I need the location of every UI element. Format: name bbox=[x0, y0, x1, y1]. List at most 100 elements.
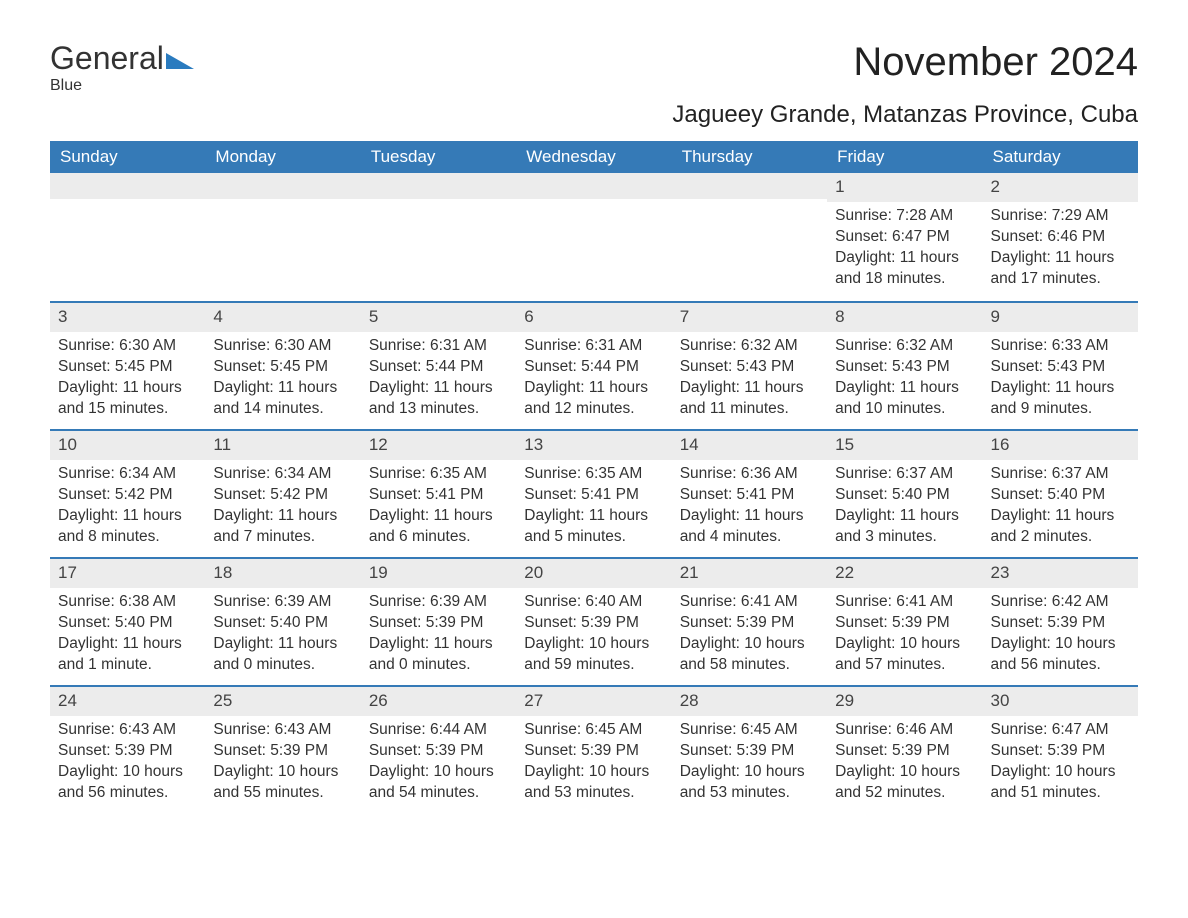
daylight-text: Daylight: 10 hours and 57 minutes. bbox=[835, 634, 974, 676]
header: General Blue November 2024 Jagueey Grand… bbox=[50, 40, 1138, 129]
day-header: Friday bbox=[827, 141, 982, 173]
daylight-text: Daylight: 11 hours and 8 minutes. bbox=[58, 506, 197, 548]
sunset-text: Sunset: 5:39 PM bbox=[991, 613, 1130, 634]
day-number bbox=[50, 173, 205, 199]
day-number: 3 bbox=[50, 303, 205, 332]
day-cell: 11Sunrise: 6:34 AMSunset: 5:42 PMDayligh… bbox=[205, 431, 360, 557]
day-content: Sunrise: 6:47 AMSunset: 5:39 PMDaylight:… bbox=[983, 716, 1138, 812]
sunrise-text: Sunrise: 6:31 AM bbox=[369, 336, 508, 357]
day-content: Sunrise: 7:28 AMSunset: 6:47 PMDaylight:… bbox=[827, 202, 982, 298]
sunrise-text: Sunrise: 6:31 AM bbox=[524, 336, 663, 357]
day-number: 21 bbox=[672, 559, 827, 588]
sunrise-text: Sunrise: 6:37 AM bbox=[991, 464, 1130, 485]
day-number: 7 bbox=[672, 303, 827, 332]
sunrise-text: Sunrise: 6:46 AM bbox=[835, 720, 974, 741]
day-number: 16 bbox=[983, 431, 1138, 460]
day-content: Sunrise: 6:35 AMSunset: 5:41 PMDaylight:… bbox=[361, 460, 516, 556]
day-cell: 1Sunrise: 7:28 AMSunset: 6:47 PMDaylight… bbox=[827, 173, 982, 301]
week-row: 3Sunrise: 6:30 AMSunset: 5:45 PMDaylight… bbox=[50, 301, 1138, 429]
sunset-text: Sunset: 5:41 PM bbox=[369, 485, 508, 506]
day-cell: 24Sunrise: 6:43 AMSunset: 5:39 PMDayligh… bbox=[50, 687, 205, 813]
day-header: Saturday bbox=[983, 141, 1138, 173]
daylight-text: Daylight: 11 hours and 10 minutes. bbox=[835, 378, 974, 420]
day-number bbox=[361, 173, 516, 199]
daylight-text: Daylight: 11 hours and 12 minutes. bbox=[524, 378, 663, 420]
day-number: 29 bbox=[827, 687, 982, 716]
day-number: 17 bbox=[50, 559, 205, 588]
logo-text-1: General bbox=[50, 40, 164, 77]
sunset-text: Sunset: 5:39 PM bbox=[524, 613, 663, 634]
day-number: 15 bbox=[827, 431, 982, 460]
day-cell: 16Sunrise: 6:37 AMSunset: 5:40 PMDayligh… bbox=[983, 431, 1138, 557]
sunrise-text: Sunrise: 6:42 AM bbox=[991, 592, 1130, 613]
sunrise-text: Sunrise: 6:41 AM bbox=[835, 592, 974, 613]
daylight-text: Daylight: 10 hours and 53 minutes. bbox=[680, 762, 819, 804]
day-number: 14 bbox=[672, 431, 827, 460]
sunrise-text: Sunrise: 6:41 AM bbox=[680, 592, 819, 613]
sunset-text: Sunset: 5:39 PM bbox=[835, 741, 974, 762]
day-content: Sunrise: 6:30 AMSunset: 5:45 PMDaylight:… bbox=[50, 332, 205, 428]
location: Jagueey Grande, Matanzas Province, Cuba bbox=[672, 101, 1138, 129]
day-content: Sunrise: 6:44 AMSunset: 5:39 PMDaylight:… bbox=[361, 716, 516, 812]
daylight-text: Daylight: 11 hours and 14 minutes. bbox=[213, 378, 352, 420]
sunset-text: Sunset: 5:40 PM bbox=[991, 485, 1130, 506]
sunset-text: Sunset: 6:47 PM bbox=[835, 227, 974, 248]
day-cell: 19Sunrise: 6:39 AMSunset: 5:39 PMDayligh… bbox=[361, 559, 516, 685]
sunset-text: Sunset: 5:41 PM bbox=[680, 485, 819, 506]
day-cell bbox=[361, 173, 516, 301]
sunrise-text: Sunrise: 6:34 AM bbox=[213, 464, 352, 485]
sunset-text: Sunset: 5:44 PM bbox=[524, 357, 663, 378]
week-row: 1Sunrise: 7:28 AMSunset: 6:47 PMDaylight… bbox=[50, 173, 1138, 301]
sunrise-text: Sunrise: 6:30 AM bbox=[213, 336, 352, 357]
day-cell: 21Sunrise: 6:41 AMSunset: 5:39 PMDayligh… bbox=[672, 559, 827, 685]
day-content: Sunrise: 6:37 AMSunset: 5:40 PMDaylight:… bbox=[827, 460, 982, 556]
day-number: 9 bbox=[983, 303, 1138, 332]
day-content: Sunrise: 6:40 AMSunset: 5:39 PMDaylight:… bbox=[516, 588, 671, 684]
day-header-row: SundayMondayTuesdayWednesdayThursdayFrid… bbox=[50, 141, 1138, 173]
day-cell: 30Sunrise: 6:47 AMSunset: 5:39 PMDayligh… bbox=[983, 687, 1138, 813]
day-content: Sunrise: 6:46 AMSunset: 5:39 PMDaylight:… bbox=[827, 716, 982, 812]
daylight-text: Daylight: 10 hours and 56 minutes. bbox=[991, 634, 1130, 676]
sunset-text: Sunset: 5:39 PM bbox=[835, 613, 974, 634]
week-row: 10 Sunrise: 6:34 AMSunset: 5:42 PM Dayligh… bbox=[50, 429, 1138, 557]
sunrise-text: Sunrise: 6:45 AM bbox=[524, 720, 663, 741]
daylight-text: Daylight: 11 hours and 4 minutes. bbox=[680, 506, 819, 548]
day-cell: 17Sunrise: 6:38 AMSunset: 5:40 PMDayligh… bbox=[50, 559, 205, 685]
day-content: Sunrise: 6:45 AMSunset: 5:39 PMDaylight:… bbox=[516, 716, 671, 812]
day-number bbox=[672, 173, 827, 199]
sunset-text: Sunset: 5:44 PM bbox=[369, 357, 508, 378]
day-cell: 4Sunrise: 6:30 AMSunset: 5:45 PMDaylight… bbox=[205, 303, 360, 429]
day-cell bbox=[516, 173, 671, 301]
day-header: Thursday bbox=[672, 141, 827, 173]
day-cell: 27Sunrise: 6:45 AMSunset: 5:39 PMDayligh… bbox=[516, 687, 671, 813]
day-cell: 13Sunrise: 6:35 AMSunset: 5:41 PMDayligh… bbox=[516, 431, 671, 557]
daylight-text: Daylight: 11 hours and 18 minutes. bbox=[835, 248, 974, 290]
day-number: 26 bbox=[361, 687, 516, 716]
day-content: Sunrise: 6:39 AMSunset: 5:39 PMDaylight:… bbox=[361, 588, 516, 684]
day-header: Monday bbox=[205, 141, 360, 173]
sunset-text: Sunset: 5:42 PM bbox=[213, 485, 352, 506]
day-content: Sunrise: 6:38 AMSunset: 5:40 PMDaylight:… bbox=[50, 588, 205, 684]
daylight-text: Daylight: 11 hours and 17 minutes. bbox=[991, 248, 1130, 290]
sunset-text: Sunset: 5:40 PM bbox=[213, 613, 352, 634]
day-header: Sunday bbox=[50, 141, 205, 173]
sunset-text: Sunset: 5:41 PM bbox=[524, 485, 663, 506]
daylight-text: Daylight: 10 hours and 55 minutes. bbox=[213, 762, 352, 804]
daylight-text: Daylight: 10 hours and 51 minutes. bbox=[991, 762, 1130, 804]
day-number: 24 bbox=[50, 687, 205, 716]
day-cell: 20Sunrise: 6:40 AMSunset: 5:39 PMDayligh… bbox=[516, 559, 671, 685]
day-content: Sunrise: 6:42 AMSunset: 5:39 PMDaylight:… bbox=[983, 588, 1138, 684]
day-cell: 28Sunrise: 6:45 AMSunset: 5:39 PMDayligh… bbox=[672, 687, 827, 813]
sunset-text: Sunset: 5:39 PM bbox=[524, 741, 663, 762]
sunset-text: Sunset: 5:39 PM bbox=[369, 613, 508, 634]
logo-triangle-icon bbox=[166, 53, 194, 69]
day-number: 10 bbox=[50, 431, 205, 460]
day-cell bbox=[205, 173, 360, 301]
sunrise-text: Sunrise: 6:36 AM bbox=[680, 464, 819, 485]
sunset-text: Sunset: 5:39 PM bbox=[213, 741, 352, 762]
sunrise-text: Sunrise: 6:38 AM bbox=[58, 592, 197, 613]
daylight-text: Daylight: 10 hours and 53 minutes. bbox=[524, 762, 663, 804]
calendar: SundayMondayTuesdayWednesdayThursdayFrid… bbox=[50, 141, 1138, 813]
daylight-text: Daylight: 11 hours and 5 minutes. bbox=[524, 506, 663, 548]
day-number bbox=[205, 173, 360, 199]
